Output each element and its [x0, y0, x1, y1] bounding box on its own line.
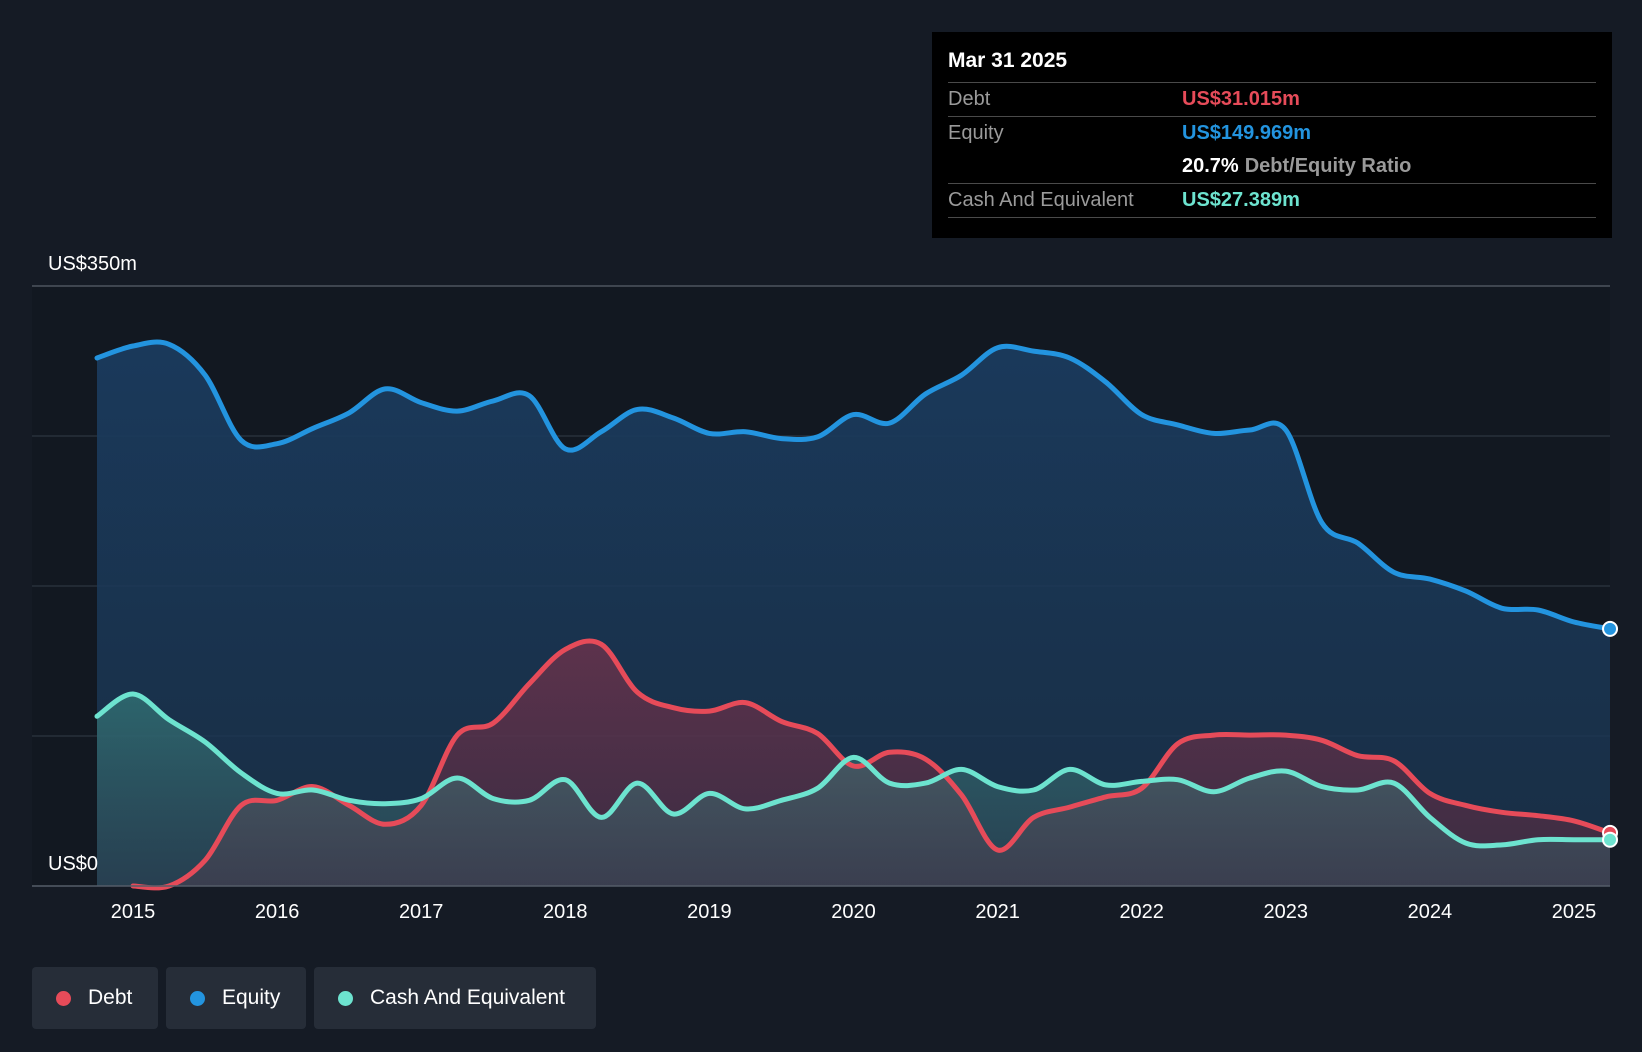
legend-equity-label: Equity	[222, 986, 281, 1009]
debt-line	[130, 638, 1613, 891]
x-tick-label: 2015	[111, 901, 156, 923]
series-areas	[97, 342, 1610, 888]
x-tick-label: 2025	[1552, 901, 1597, 923]
tooltip-ratio-label: Debt/Equity Ratio	[1244, 155, 1412, 177]
equity-endpoint-marker	[1602, 620, 1619, 637]
x-axis-ticks: 2015 2016 2017 2018 2019 2020 2021 2022 2023 2024…	[111, 901, 1597, 923]
cash-line	[94, 691, 1613, 849]
equity-line	[94, 339, 1613, 632]
tooltip-panel: Mar 31 2025 Debt US$31.015m Equity US$14…	[932, 32, 1612, 238]
x-tick-label: 2024	[1408, 901, 1453, 923]
x-tick-label: 2023	[1264, 901, 1309, 923]
legend-cash-label: Cash And Equivalent	[370, 986, 565, 1009]
debt-dot-icon	[56, 990, 71, 1006]
cash-endpoint-marker	[1602, 831, 1619, 848]
y-axis-max-label: US$350m	[48, 253, 137, 275]
tooltip-debt-row: Debt US$31.015m	[948, 82, 1596, 116]
cash-dot-icon	[338, 990, 353, 1006]
tooltip-ratio-row: 20.7% Debt/Equity Ratio	[948, 150, 1596, 183]
legend-item-debt[interactable]: Debt	[32, 967, 158, 1029]
tooltip-cash-row: Cash And Equivalent US$27.389m	[948, 183, 1596, 218]
tooltip-debt-value: US$31.015m	[1182, 88, 1300, 110]
x-tick-label: 2022	[1119, 901, 1164, 923]
x-tick-label: 2021	[975, 901, 1020, 923]
x-tick-label: 2016	[255, 901, 300, 923]
tooltip-cash-value: US$27.389m	[1182, 189, 1300, 211]
x-tick-label: 2019	[687, 901, 732, 923]
legend-item-cash[interactable]: Cash And Equivalent	[314, 967, 596, 1029]
tooltip-equity-row: Equity US$149.969m	[948, 116, 1596, 150]
tooltip-date: Mar 31 2025	[948, 49, 1068, 72]
y-axis-min-label: US$0	[48, 853, 98, 875]
legend-debt-label: Debt	[88, 986, 133, 1009]
tooltip-equity-value: US$149.969m	[1182, 122, 1311, 144]
x-tick-label: 2018	[543, 901, 588, 923]
cash-area	[97, 693, 1610, 886]
tooltip-equity-label: Equity	[948, 122, 1004, 144]
series-lines	[94, 339, 1619, 891]
legend-item-equity[interactable]: Equity	[166, 967, 306, 1029]
tooltip-cash-label: Cash And Equivalent	[948, 189, 1134, 211]
x-tick-label: 2020	[831, 901, 876, 923]
x-tick-label: 2017	[399, 901, 444, 923]
equity-dot-icon	[190, 990, 205, 1006]
tooltip-ratio-value: 20.7%	[1182, 155, 1239, 177]
tooltip-debt-label: Debt	[948, 88, 991, 110]
